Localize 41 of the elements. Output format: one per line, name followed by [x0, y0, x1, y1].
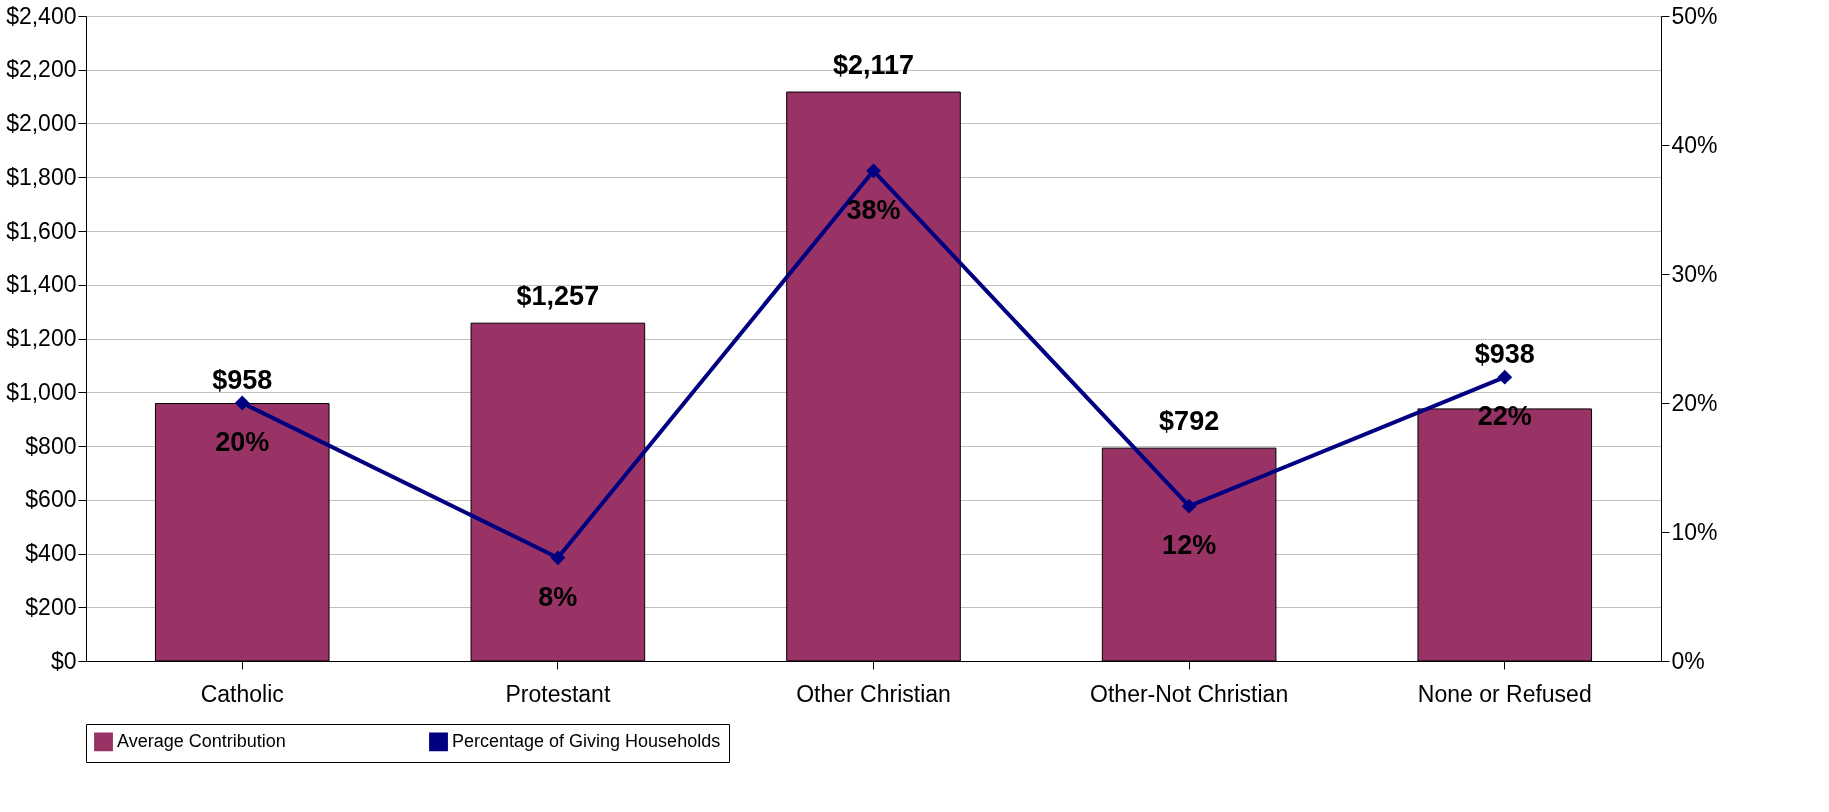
point	[1497, 369, 1513, 385]
y-tick-label: $600	[25, 486, 77, 513]
point	[234, 395, 250, 411]
y2-tick-label: 30%	[1671, 260, 1718, 287]
data-label: 22%	[1477, 401, 1532, 432]
x-tick-label: None or Refused	[1417, 680, 1592, 707]
x-tick-label: Other Christian	[796, 680, 951, 707]
y2-tick-label: 50%	[1671, 2, 1718, 29]
point	[866, 163, 881, 179]
y-tick-label: $200	[25, 593, 77, 620]
y-tick-label: $2,200	[6, 56, 77, 83]
data-label: $2,117	[832, 50, 915, 81]
y-tick-label: $1,400	[6, 271, 77, 298]
y-tick-label: $2,400	[6, 2, 77, 29]
y2-tick-label: 0%	[1671, 647, 1705, 674]
y-tick-label: $1,800	[6, 163, 77, 190]
data-label: 20%	[215, 427, 270, 457]
x-tick-label: Protestant	[505, 680, 611, 707]
data-label: $938	[1474, 339, 1535, 370]
y-tick-label: $1,000	[6, 378, 77, 405]
y-tick-label: $800	[25, 432, 77, 459]
data-label: 38%	[846, 194, 901, 225]
x-tick-label: Catholic	[200, 680, 284, 707]
legend-label: Average Contribution	[117, 730, 286, 751]
point	[1181, 498, 1197, 514]
legend-label: Percentage of Giving Households	[452, 730, 721, 751]
y-tick-label: $0	[50, 647, 77, 674]
data-label: $958	[212, 365, 273, 395]
data-label: $792	[1159, 406, 1220, 437]
y-tick-label: $1,600	[6, 217, 77, 244]
y2-tick-label: 10%	[1671, 518, 1718, 545]
data-label: 8%	[538, 581, 578, 612]
y-tick-label: $1,200	[6, 325, 77, 351]
y-tick-label: $2,000	[6, 110, 77, 136]
y-tick-label: $400	[25, 540, 77, 566]
data-label: $1,257	[516, 281, 600, 312]
x-tick-label: Other-Not Christian	[1090, 680, 1289, 707]
data-label: 12%	[1162, 530, 1217, 561]
point	[550, 550, 566, 566]
y2-tick-label: 20%	[1671, 389, 1718, 416]
y2-tick-label: 40%	[1671, 131, 1718, 158]
